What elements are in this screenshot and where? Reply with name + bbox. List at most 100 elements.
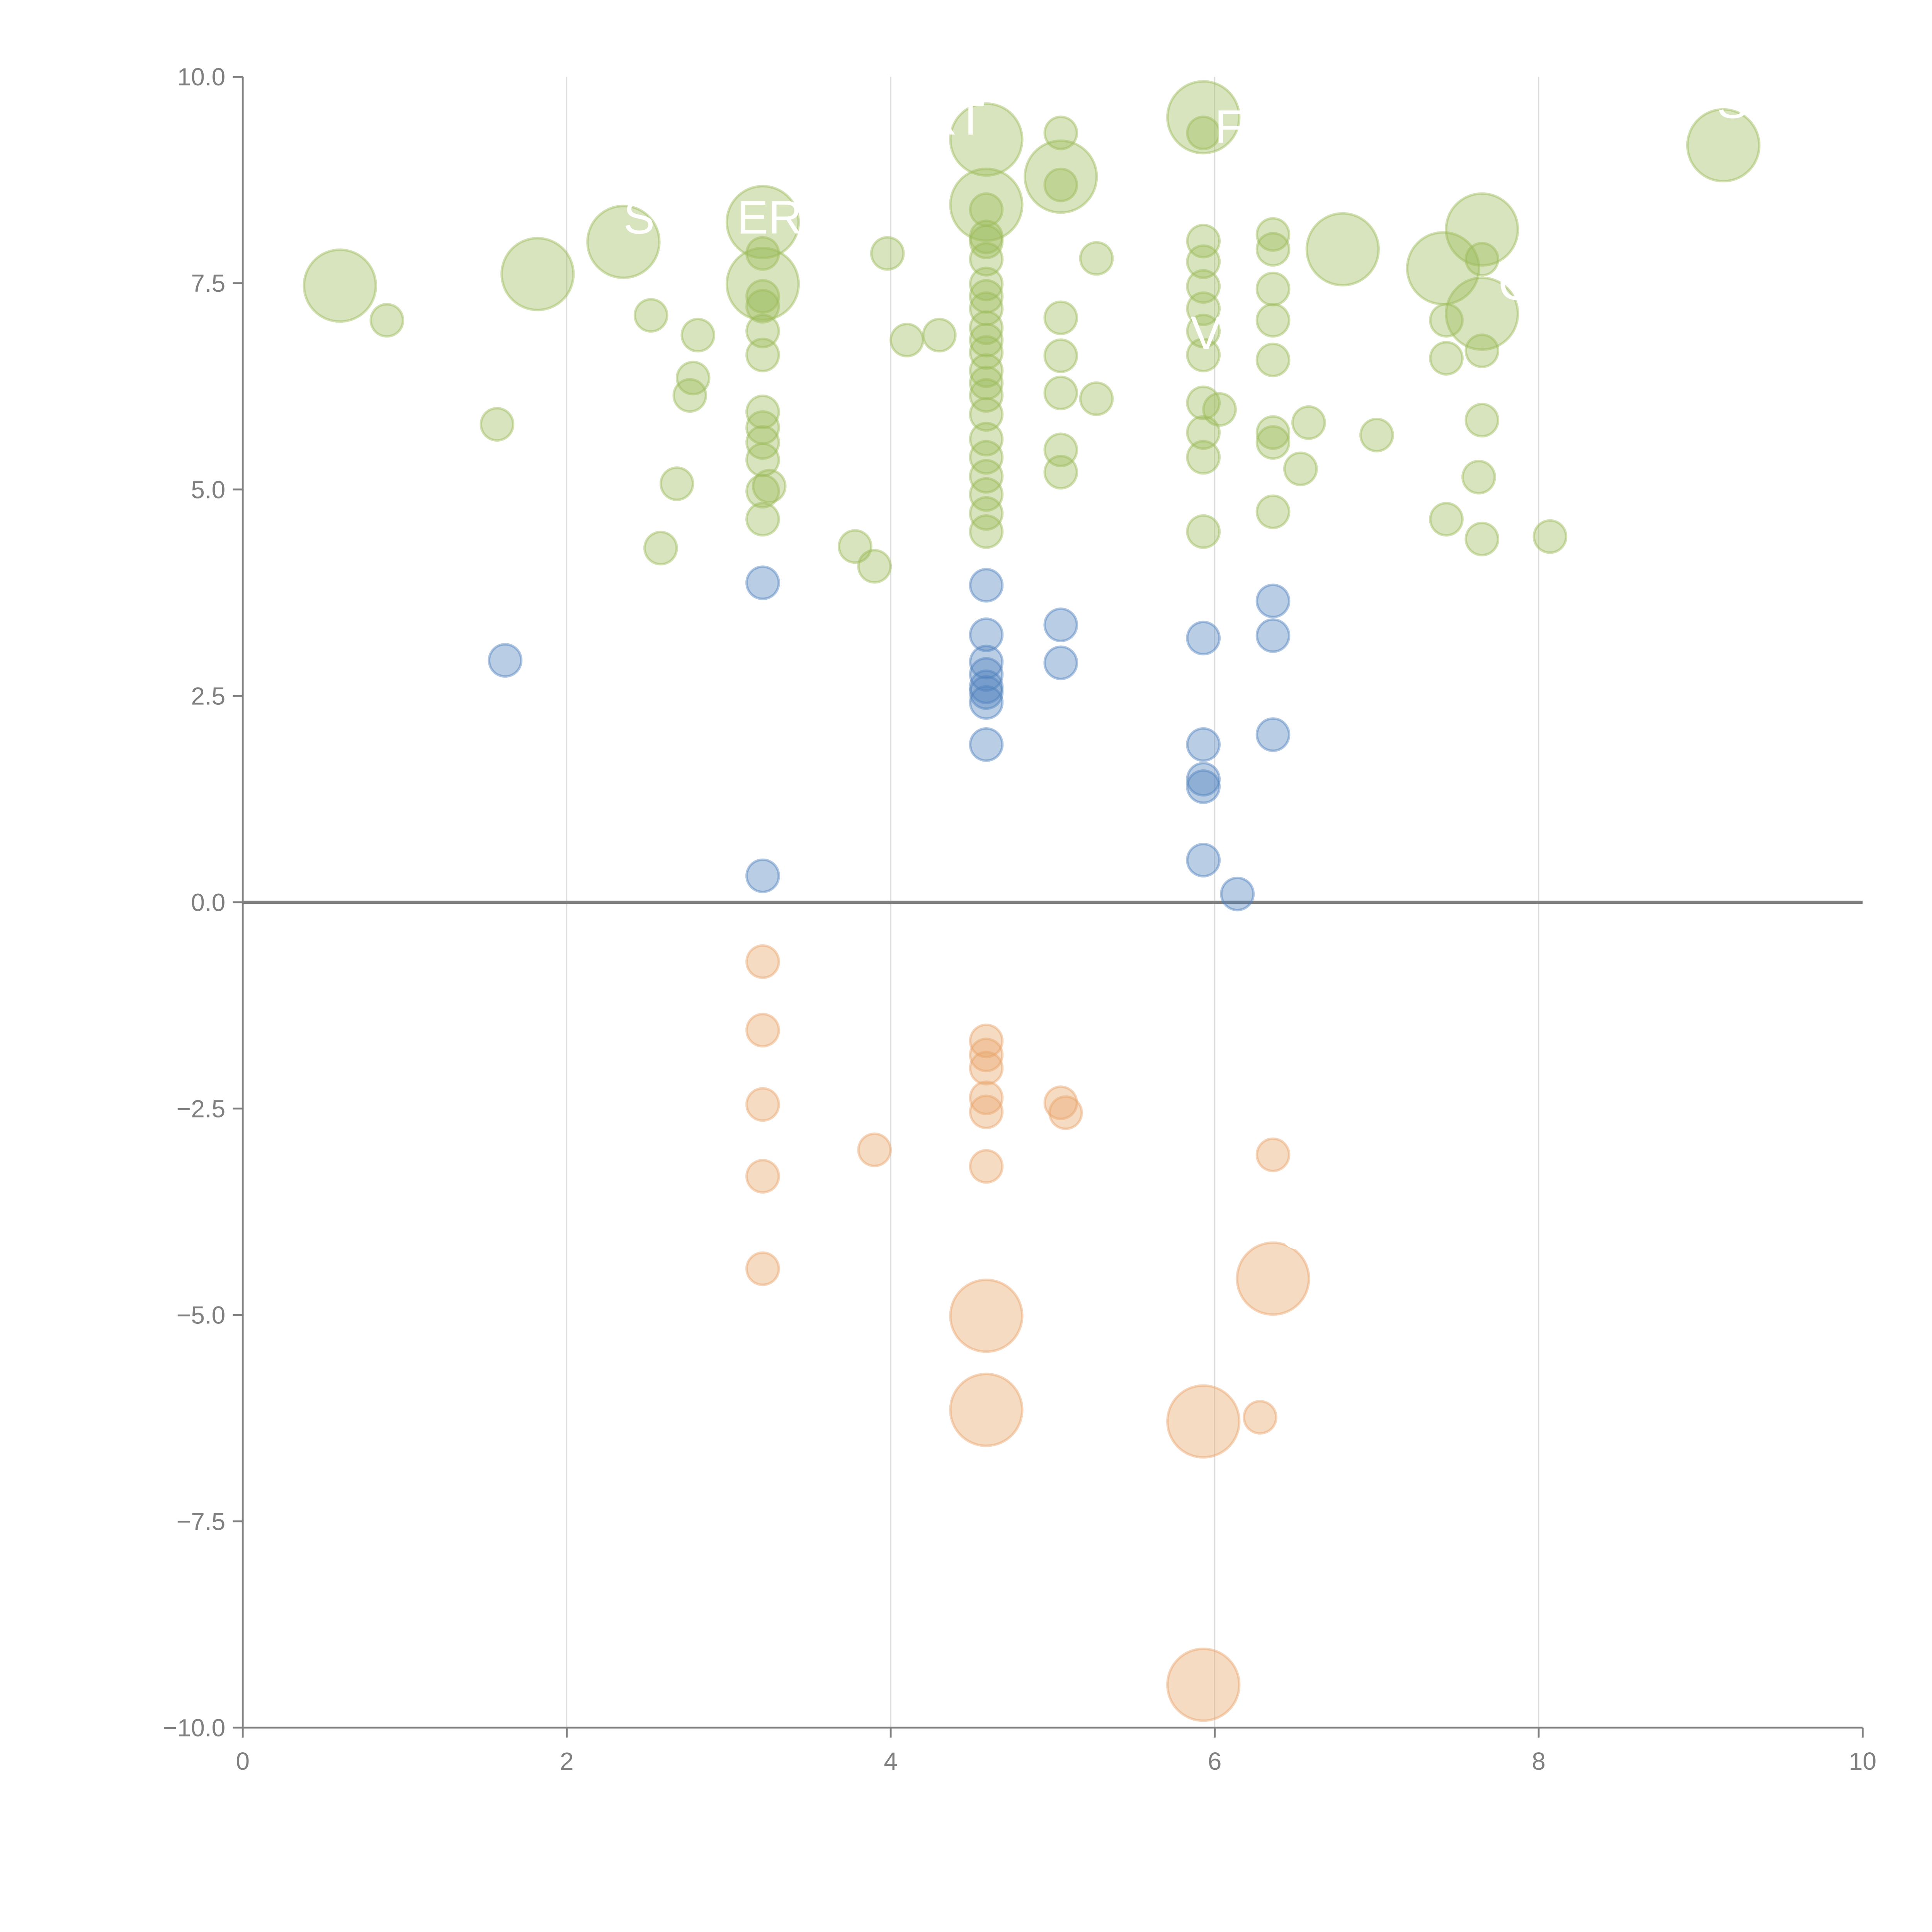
data-point-mid [969,568,1004,603]
data-point-mid [1186,621,1221,656]
data-point-high [745,337,780,372]
data-point-high [672,378,707,413]
data-point-high [1283,451,1318,486]
data-point-high [586,204,661,279]
data-point-high [369,303,405,338]
y-tick-label: 7.5 [191,269,225,297]
data-point-high [633,298,668,333]
annotations: RT ER S F V C C O S [623,76,1748,1449]
data-point-mid [1186,762,1221,797]
data-point-high [745,474,780,509]
data-point-low [745,1251,780,1286]
data-point-high [1079,381,1114,416]
data-point-high [870,236,905,271]
data-point-high [745,425,780,460]
data-point-high [969,224,1004,259]
y-tick-label: −7.5 [177,1508,226,1536]
data-point-low [969,1051,1004,1086]
data-point-high [969,353,1004,388]
data-point-high [1186,116,1221,150]
x-tick-label: 2 [560,1747,574,1775]
data-point-high [1186,440,1221,475]
data-point-high [659,466,694,501]
data-point-mid [1186,727,1221,762]
data-point-low [745,944,780,979]
data-point-high [675,361,711,396]
data-point-mid [969,727,1004,762]
annotation-label: RT [923,92,985,145]
data-point-low [969,1023,1004,1058]
data-point-high [1429,502,1464,537]
data-point-mid [969,675,1004,710]
data-point-high [969,440,1004,475]
data-point-high [1429,303,1464,338]
data-point-low [969,1149,1004,1184]
data-point-high [1686,108,1761,183]
data-point-high [1464,522,1500,556]
data-point-low [745,1013,780,1048]
data-point-low [1255,1137,1291,1172]
data-point-mid [745,858,780,893]
data-point-high [969,496,1004,531]
x-tick-label: 6 [1208,1747,1222,1775]
annotation-label: S [623,191,655,244]
data-point-mid [969,685,1004,720]
data-point-high [1255,232,1291,267]
data-point-high [1464,403,1500,438]
data-point-high [1166,80,1241,155]
data-point-mid [1220,876,1255,912]
y-tick-label: 0.0 [191,888,225,916]
data-point-high [1043,376,1078,410]
data-point-high [969,397,1004,432]
data-point-high [889,323,924,358]
data-point-low [969,1094,1004,1129]
data-point-mid [1043,645,1078,680]
y-tick-label: −2.5 [177,1095,226,1122]
data-point-high [949,167,1024,242]
data-point-high [1043,455,1078,490]
data-point-high [1024,139,1098,214]
data-point-mid [1255,717,1291,752]
data-point-low [949,1372,1024,1447]
annotation-label: F [1215,100,1243,153]
data-point-low [1043,1085,1078,1120]
data-point-mid [1255,618,1291,653]
data-point-low [1048,1095,1083,1130]
data-point-high [745,395,780,429]
data-point-mid [969,657,1004,692]
data-point-high [1186,415,1221,450]
data-point-high [1461,459,1496,495]
y-tick-label: 10.0 [177,63,226,91]
y-tick-label: −5.0 [177,1301,226,1329]
data-point-high [1429,341,1464,376]
data-point-high [969,514,1004,549]
y-tick-label: 5.0 [191,476,225,503]
data-point-high [969,323,1004,358]
data-point-high [1464,333,1500,368]
data-point-high [680,318,716,353]
data-point-low [969,1037,1004,1073]
data-point-high [1043,116,1078,150]
annotation-label: V [1190,307,1222,359]
data-point-high [969,378,1004,413]
data-point-high [1043,167,1078,202]
data-point-low [745,1159,780,1194]
annotation-label: C [1279,1206,1313,1259]
data-point-high [745,410,780,445]
data-point-high [969,366,1004,401]
data-point-high [480,407,515,442]
data-point-low [1166,1647,1241,1722]
data-point-low [1166,1384,1241,1459]
data-point-mid [488,643,523,678]
data-point-high [838,529,872,564]
data-point-mid [969,645,1004,680]
x-tick-label: 10 [1849,1747,1876,1775]
data-point-high [1532,519,1568,554]
data-point-high [1186,291,1221,326]
data-point-high [969,291,1004,326]
data-point-high [969,459,1004,494]
data-point-low [1243,1400,1277,1435]
data-point-high [969,242,1004,277]
data-point-high [969,267,1004,301]
